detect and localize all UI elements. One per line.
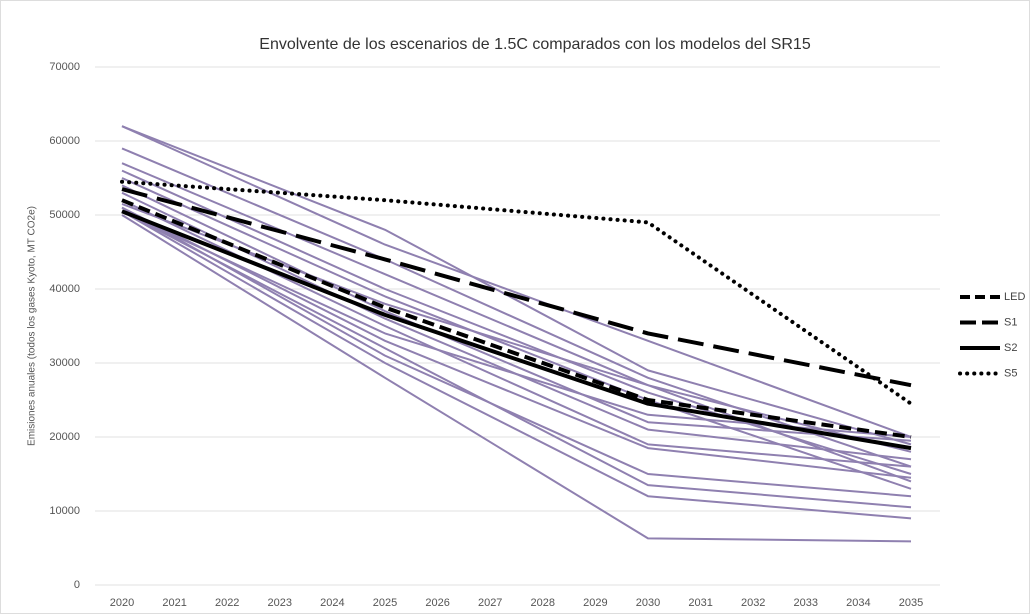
x-tick-label: 2027: [478, 597, 502, 609]
legend-label: S2: [1004, 342, 1017, 354]
x-tick-label: 2034: [846, 597, 870, 609]
y-tick-label: 40000: [49, 283, 80, 295]
legend-label: S5: [1004, 367, 1017, 379]
x-tick-label: 2030: [636, 597, 660, 609]
x-tick-label: 2024: [320, 597, 344, 609]
legend-label: S1: [1004, 316, 1017, 328]
x-tick-label: 2020: [110, 597, 134, 609]
model-line: [121, 206, 912, 479]
y-tick-label: 30000: [49, 357, 80, 369]
y-tick-label: 20000: [49, 431, 80, 443]
y-tick-label: 10000: [49, 505, 80, 517]
model-line: [121, 210, 912, 520]
x-tick-label: 2029: [583, 597, 607, 609]
y-tick-label: 70000: [49, 61, 80, 73]
legend-label: LED: [1004, 291, 1025, 303]
x-tick-label: 2031: [688, 597, 712, 609]
x-tick-label: 2026: [425, 597, 449, 609]
x-tick-label: 2028: [531, 597, 555, 609]
x-tick-label: 2025: [373, 597, 397, 609]
model-line: [121, 125, 912, 438]
x-tick-label: 2035: [899, 597, 923, 609]
x-tick-label: 2032: [741, 597, 765, 609]
y-tick-label: 50000: [49, 209, 80, 221]
scenario-line: [121, 198, 912, 439]
x-tick-label: 2033: [794, 597, 818, 609]
y-tick-label: 0: [74, 579, 80, 591]
model-line: [121, 169, 912, 475]
scenario-line: [121, 187, 912, 388]
scenario-line: [120, 179, 913, 406]
x-tick-label: 2021: [162, 597, 186, 609]
chart-title: Envolvente de los escenarios de 1.5C com…: [259, 36, 811, 53]
model-line: [121, 184, 912, 442]
x-tick-label: 2022: [215, 597, 239, 609]
model-line: [121, 125, 912, 446]
model-line: [121, 210, 912, 509]
model-line: [121, 147, 912, 468]
scenario-line: [121, 209, 912, 451]
model-line: [121, 214, 912, 543]
y-tick-label: 60000: [49, 135, 80, 147]
x-tick-label: 2023: [268, 597, 292, 609]
model-line: [121, 206, 912, 498]
y-axis-label: Emisiones anuales (todos los gases Kyoto…: [27, 206, 38, 446]
